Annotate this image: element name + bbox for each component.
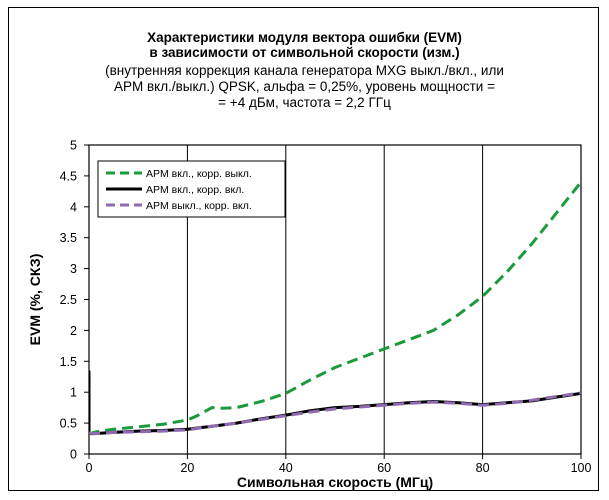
x-tick-label: 0 — [86, 461, 93, 475]
y-tick-label: 0 — [70, 448, 77, 462]
y-tick-label: 2.5 — [60, 293, 77, 307]
y-tick-label: 4 — [70, 200, 77, 214]
y-axis-label: EVM (%, СКЗ) — [27, 254, 43, 346]
x-tick-label: 60 — [377, 461, 391, 475]
x-tick-label: 20 — [180, 461, 194, 475]
x-tick-label: 80 — [476, 461, 490, 475]
y-tick-label: 1.5 — [60, 355, 77, 369]
x-tick-label: 40 — [279, 461, 293, 475]
series-line-3 — [89, 391, 581, 436]
chart-title-line-1: Характеристики модуля вектора ошибки (EV… — [147, 30, 462, 45]
y-tick-label: 1 — [70, 386, 77, 400]
legend-label-1: APM вкл., корр. выкл. — [146, 168, 252, 180]
chart-title-line-2: в зависимости от символьной скорости (из… — [149, 45, 460, 60]
x-tick-label: 100 — [571, 461, 592, 475]
x-axis-label: Символьная скорость (МГц) — [237, 474, 433, 490]
y-tick-label: 3.5 — [60, 231, 77, 245]
series-line-1 — [89, 181, 581, 436]
y-tick-label: 5 — [70, 139, 77, 153]
y-tick-label: 3 — [70, 262, 77, 276]
chart-subtitle-line-2: APM вкл./выкл.) QPSK, альфа = 0,25%, уро… — [114, 79, 495, 94]
legend-label-3: APM выкл., корр. вкл. — [146, 200, 252, 212]
y-tick-label: 0.5 — [60, 417, 77, 431]
y-tick-label: 4.5 — [60, 169, 77, 183]
chart-title: Характеристики модуля вектора ошибки (EV… — [0, 30, 609, 60]
chart-subtitle-line-1: (внутренняя коррекция канала генератора … — [105, 63, 504, 78]
y-tick-label: 2 — [70, 324, 77, 338]
chart-subtitle-line-3: = +4 дБм, частота = 2,2 ГГц — [218, 95, 391, 110]
chart-subtitle: (внутренняя коррекция канала генератора … — [0, 63, 609, 111]
legend-label-2: APM вкл., корр. вкл. — [146, 184, 244, 196]
